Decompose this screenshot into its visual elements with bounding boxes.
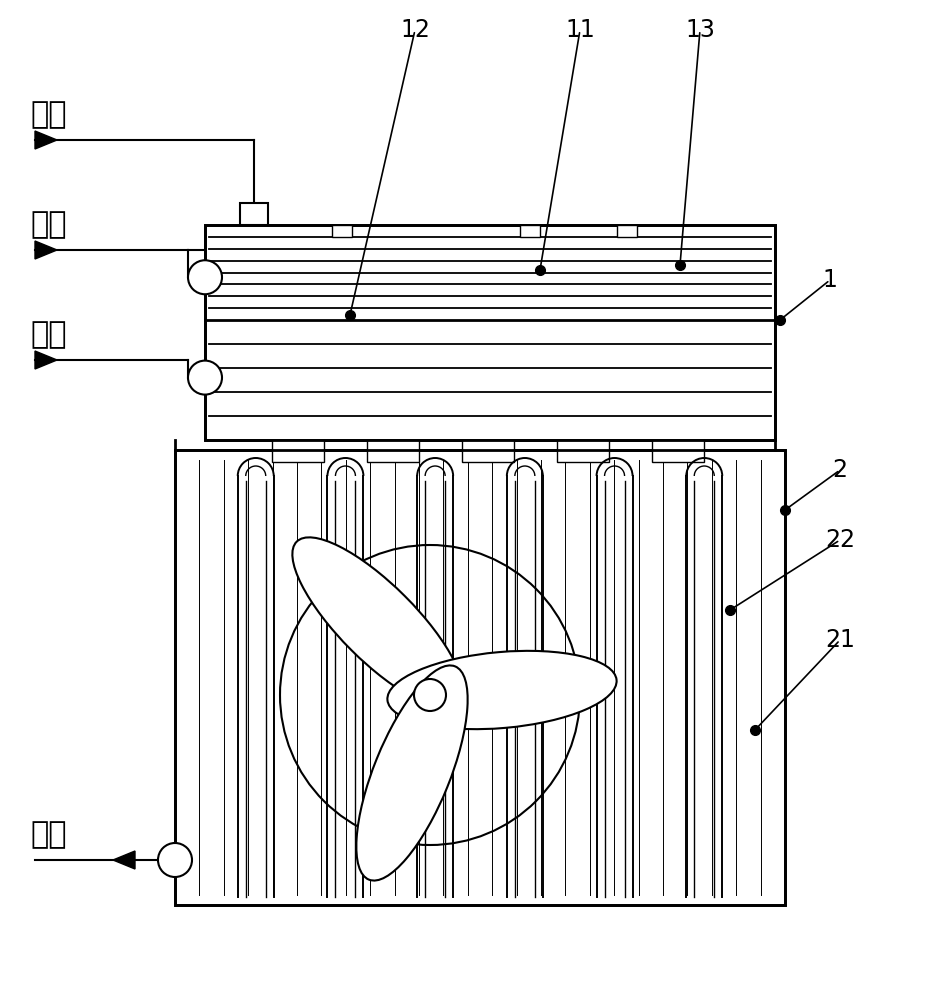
Circle shape <box>188 361 222 395</box>
Text: 12: 12 <box>400 18 429 42</box>
Ellipse shape <box>388 651 617 729</box>
Text: 冷媒: 冷媒 <box>30 320 66 350</box>
Polygon shape <box>113 851 135 869</box>
Bar <box>205 225 775 440</box>
Bar <box>272 440 324 462</box>
Ellipse shape <box>357 665 467 881</box>
Text: 21: 21 <box>825 628 855 652</box>
Bar <box>205 225 775 440</box>
Bar <box>556 440 608 462</box>
Bar <box>332 225 352 237</box>
Text: 冷媒: 冷媒 <box>30 211 66 239</box>
Text: 2: 2 <box>832 458 848 482</box>
Bar <box>462 440 514 462</box>
Text: 22: 22 <box>825 528 855 552</box>
Circle shape <box>188 260 222 294</box>
Polygon shape <box>35 241 57 259</box>
Bar <box>240 203 268 225</box>
Polygon shape <box>35 131 57 149</box>
Circle shape <box>414 679 446 711</box>
Circle shape <box>158 843 192 877</box>
Bar <box>520 225 540 237</box>
Bar <box>175 450 785 905</box>
Text: 1: 1 <box>823 268 837 292</box>
Ellipse shape <box>292 537 464 709</box>
Text: 13: 13 <box>685 18 715 42</box>
Text: 11: 11 <box>565 18 595 42</box>
Bar <box>366 440 419 462</box>
Bar <box>617 225 637 237</box>
Text: 热媒: 热媒 <box>30 101 66 129</box>
Bar <box>652 440 704 462</box>
Bar <box>175 450 785 905</box>
Polygon shape <box>35 351 57 369</box>
Text: 热媒: 热媒 <box>30 820 66 850</box>
